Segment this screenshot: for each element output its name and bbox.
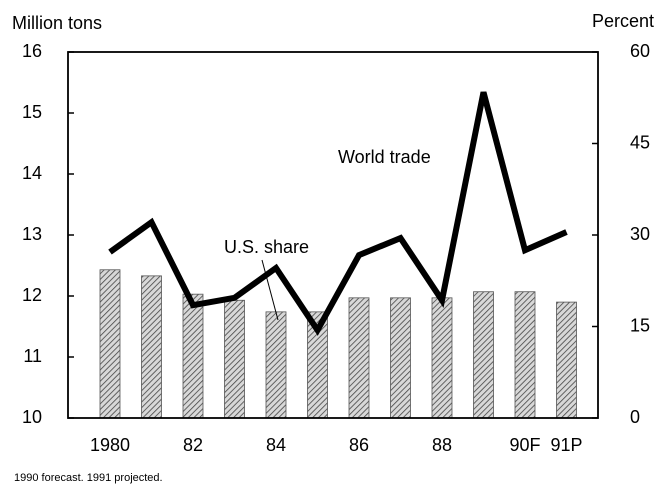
y-axis-label: Million tons bbox=[12, 13, 102, 33]
series-label: World trade bbox=[338, 147, 431, 167]
y-tick-label: 13 bbox=[22, 224, 42, 244]
y-tick-label: 10 bbox=[22, 407, 42, 427]
x-tick-label: 91P bbox=[550, 435, 582, 455]
y2-axis-label: Percent bbox=[592, 11, 654, 31]
y2-tick-label: 30 bbox=[630, 224, 650, 244]
bar bbox=[390, 297, 411, 419]
y-tick-label: 15 bbox=[22, 102, 42, 122]
plot-frame bbox=[67, 51, 599, 419]
y2-tick-label: 60 bbox=[630, 41, 650, 61]
bar bbox=[265, 311, 287, 419]
leader-line bbox=[261, 259, 279, 321]
bar bbox=[514, 291, 536, 419]
y2-tick-label: 0 bbox=[630, 407, 640, 427]
y2-tick-label: 15 bbox=[630, 315, 650, 335]
bar bbox=[473, 291, 494, 419]
x-tick-label: 84 bbox=[266, 435, 286, 455]
line bbox=[108, 91, 568, 336]
bar bbox=[556, 301, 577, 419]
bar bbox=[348, 297, 370, 419]
bar bbox=[224, 299, 245, 419]
y-tick-label: 11 bbox=[23, 346, 42, 366]
bar bbox=[141, 275, 162, 419]
bar bbox=[99, 269, 121, 419]
y-tick-label: 12 bbox=[22, 285, 42, 305]
x-tick-label: 1980 bbox=[90, 435, 130, 455]
bar bbox=[182, 293, 204, 419]
y2-tick-label: 45 bbox=[630, 132, 650, 152]
x-tick-label: 86 bbox=[349, 435, 369, 455]
y-tick-label: 14 bbox=[22, 163, 42, 183]
footnote: 1990 forecast. 1991 projected. bbox=[14, 472, 163, 484]
y-tick-label: 16 bbox=[22, 41, 42, 61]
series-label: U.S. share bbox=[224, 237, 309, 257]
x-tick-label: 82 bbox=[183, 435, 203, 455]
bar bbox=[431, 297, 453, 419]
x-tick-label: 90F bbox=[509, 435, 540, 455]
x-tick-label: 88 bbox=[432, 435, 452, 455]
